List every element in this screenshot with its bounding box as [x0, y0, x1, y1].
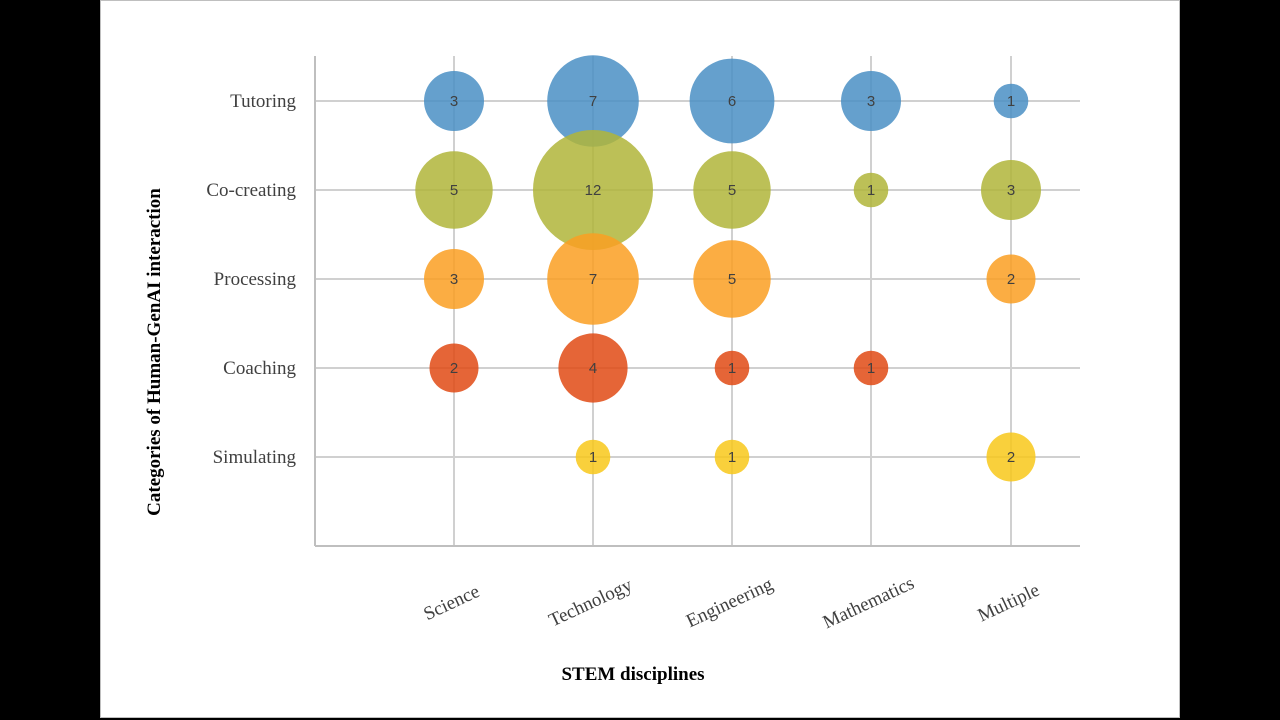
bubble-value-label: 5 [728, 182, 736, 199]
bubble-value-label: 1 [589, 449, 597, 466]
bubble-value-label: 12 [585, 182, 602, 199]
y-tick-label: Tutoring [230, 91, 296, 112]
x-tick-label: Engineering [683, 574, 776, 632]
bubble-coaching-engineering [714, 350, 750, 386]
x-tick-label: Technology [546, 574, 636, 631]
bubble-coaching-mathematics [853, 350, 889, 386]
y-tick-label: Processing [214, 269, 297, 290]
gridlines [315, 56, 1080, 546]
y-tick-label: Co-creating [206, 180, 296, 201]
bubble-value-label: 2 [1007, 449, 1015, 466]
bubble-tutoring-engineering [689, 58, 775, 144]
bubble-simulating-engineering [714, 439, 750, 475]
bubble-coaching-technology [558, 333, 628, 403]
bubble-value-label: 1 [867, 360, 875, 377]
bubble-coaching-science [429, 343, 479, 393]
y-tick-label: Simulating [213, 447, 297, 468]
bubble-tutoring-technology [547, 55, 639, 147]
bubble-value-label: 1 [867, 182, 875, 199]
y-tick-label: Coaching [223, 358, 296, 379]
bubble-co-creating-engineering [693, 151, 771, 229]
bubble-value-label: 1 [1007, 93, 1015, 110]
chart-frame [100, 0, 1180, 718]
bubble-co-creating-technology [533, 130, 653, 250]
bubble-co-creating-multiple [981, 160, 1041, 220]
bubble-co-creating-science [415, 151, 493, 229]
x-axis-title: STEM disciplines [561, 664, 704, 685]
bubble-value-label: 2 [1007, 271, 1015, 288]
x-tick-label: Mathematics [820, 573, 918, 634]
bubble-value-label: 6 [728, 93, 736, 110]
bubble-value-label: 3 [867, 93, 875, 110]
bubble-processing-science [424, 249, 484, 309]
bubble-co-creating-mathematics [853, 172, 889, 208]
y-tick-labels: Tutoring Co-creating Processing Coaching Sim… [206, 91, 296, 468]
bubble-processing-engineering [693, 240, 771, 318]
bubble-tutoring-mathematics [841, 71, 901, 131]
bubble-value-label: 7 [589, 271, 597, 288]
bubble-simulating-multiple [986, 432, 1036, 482]
bubble-value-label: 3 [450, 271, 458, 288]
bubble-processing-multiple [986, 254, 1036, 304]
bubble-value-label: 1 [728, 360, 736, 377]
x-tick-labels: Science Technology Engineering Mathematics M… [420, 573, 1042, 634]
bubble-value-label: 2 [450, 360, 458, 377]
x-tick-label: Science [420, 581, 482, 625]
axes [314, 56, 1080, 547]
bubble-value-label: 4 [589, 360, 597, 377]
bubble-value-label: 5 [728, 271, 736, 288]
bubble-value-label: 3 [450, 93, 458, 110]
bubble-tutoring-science [424, 71, 484, 131]
bubble-value-label: 3 [1007, 182, 1015, 199]
bubble-processing-technology [547, 233, 639, 325]
bubble-value-label: 1 [728, 449, 736, 466]
bubbles: 3 7 6 3 15 12 5 1 33 7 5 22 4 1 11 1 2 [415, 55, 1041, 482]
y-axis-title: Categories of Human-GenAI interaction [144, 188, 165, 516]
bubble-value-label: 5 [450, 182, 458, 199]
bubble-tutoring-multiple [993, 83, 1029, 119]
x-tick-label: Multiple [975, 580, 1043, 627]
bubble-simulating-technology [575, 439, 611, 475]
bubble-value-label: 7 [589, 93, 597, 110]
